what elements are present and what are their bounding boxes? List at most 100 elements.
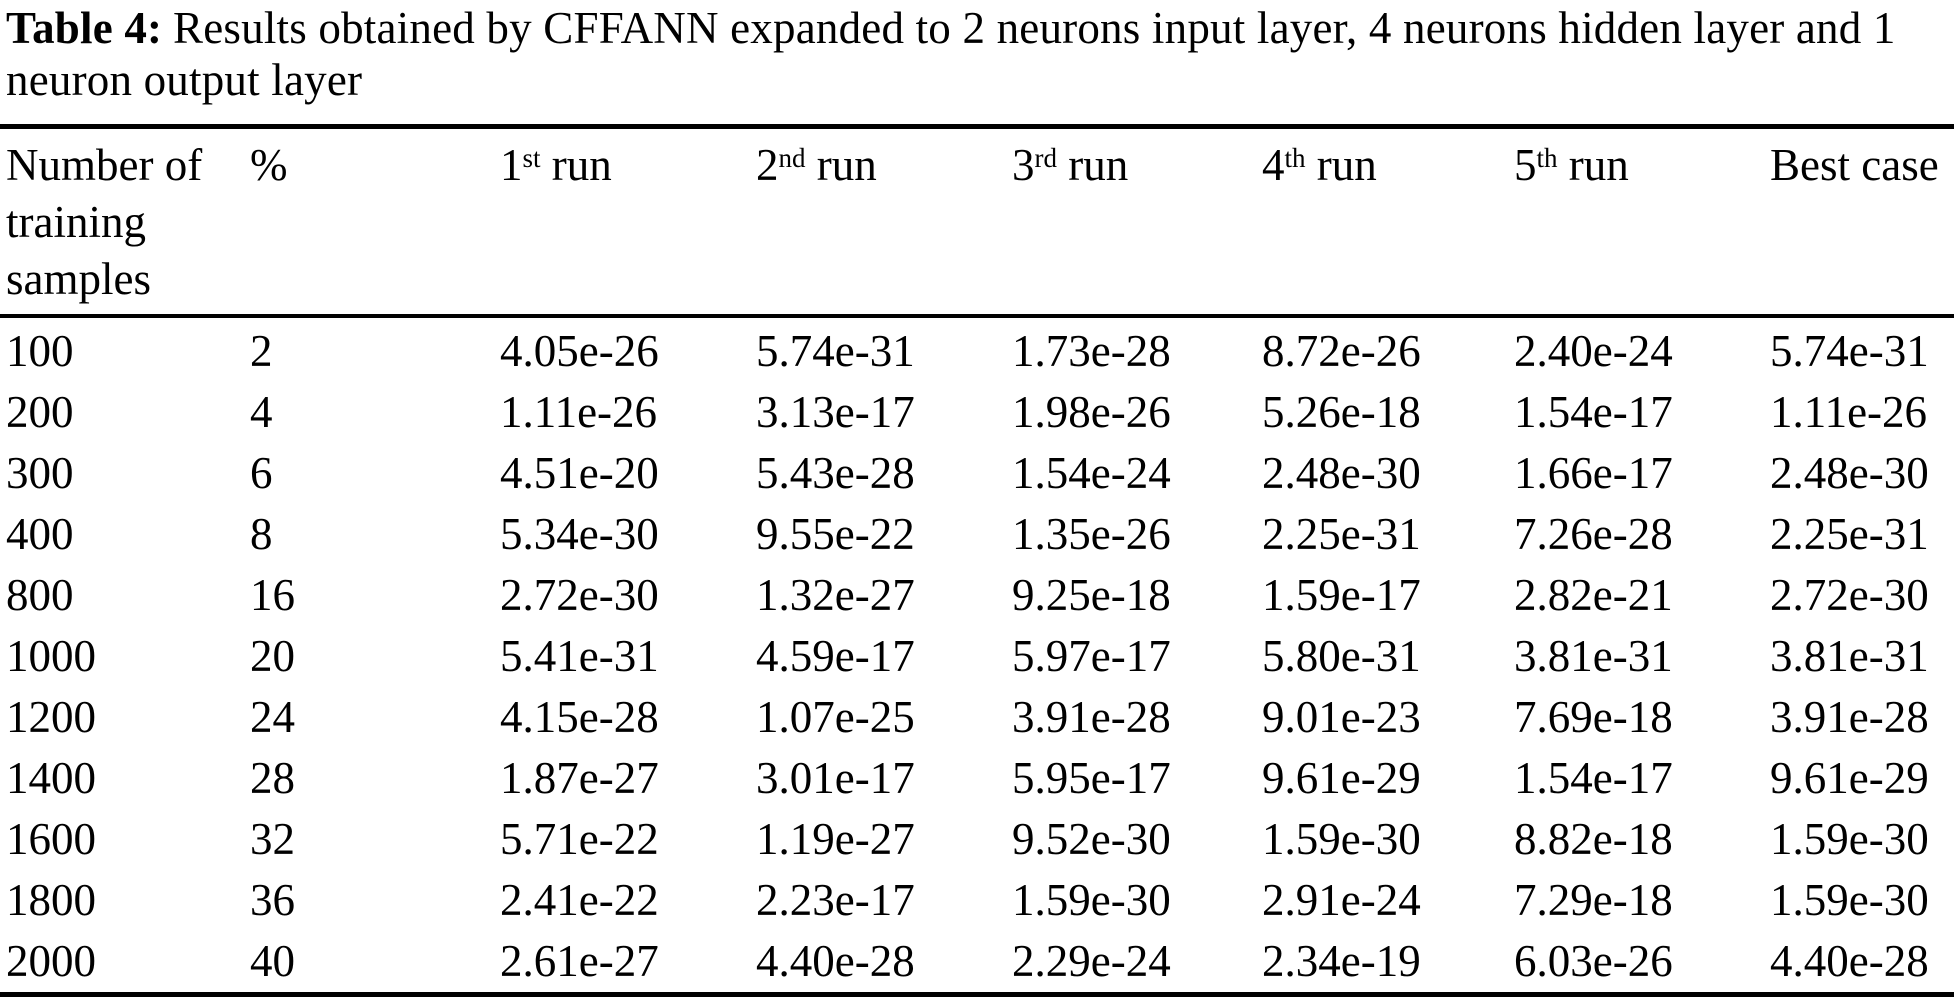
table-cell: 2.25e-31 (1770, 509, 1929, 559)
table-cell: 4.51e-20 (500, 448, 659, 498)
table-cell: 1.54e-17 (1514, 387, 1673, 437)
column-header: 2nd run (756, 126, 1012, 318)
table-cell: 16 (250, 570, 295, 620)
table-cell: 1.59e-30 (1262, 814, 1421, 864)
table-cell: 1800 (6, 875, 96, 925)
table-cell: 5.41e-31 (500, 631, 659, 681)
ordinal-superscript: nd (778, 143, 806, 174)
table-cell: 2.34e-19 (1262, 936, 1421, 986)
table-cell: 32 (250, 814, 295, 864)
column-header: 4th run (1262, 126, 1514, 318)
table-cell: 1.59e-30 (1012, 875, 1171, 925)
table-cell: 2 (250, 326, 273, 376)
table-cell: 4.15e-28 (500, 692, 659, 742)
table-cell: 36 (250, 875, 295, 925)
ordinal-superscript: th (1536, 143, 1558, 174)
table-cell: 7.69e-18 (1514, 692, 1673, 742)
table-cell: 7.26e-28 (1514, 509, 1673, 559)
table-row: 300 6 4.51e-20 5.43e-28 1.54e-24 2.48e-30 1.66… (0, 443, 1954, 504)
table-cell: 9.01e-23 (1262, 692, 1421, 742)
table-cell: 100 (6, 326, 74, 376)
table-cell: 1.11e-26 (1770, 387, 1928, 437)
table-cell: 4.59e-17 (756, 631, 915, 681)
table-row: 1800 36 2.41e-22 2.23e-17 1.59e-30 2.91e-24 7.… (0, 870, 1954, 931)
table-cell: 9.25e-18 (1012, 570, 1171, 620)
table-caption-label: Table 4: (6, 3, 163, 53)
table-cell: 5.26e-18 (1262, 387, 1421, 437)
table-cell: 3.01e-17 (756, 753, 915, 803)
table-cell: 5.43e-28 (756, 448, 915, 498)
table-cell: 3.81e-31 (1514, 631, 1673, 681)
table-row: 100 2 4.05e-26 5.74e-31 1.73e-28 8.72e-26 2.40… (0, 316, 1954, 382)
table-cell: 1.66e-17 (1514, 448, 1673, 498)
ordinal-superscript: rd (1034, 143, 1058, 174)
table-cell: 24 (250, 692, 295, 742)
table-cell: 2.48e-30 (1262, 448, 1421, 498)
table-cell: 9.52e-30 (1012, 814, 1171, 864)
ordinal-superscript: st (522, 143, 541, 174)
table-cell: 20 (250, 631, 295, 681)
table-row: 200 4 1.11e-26 3.13e-17 1.98e-26 5.26e-18 1.54… (0, 382, 1954, 443)
table-row: 1200 24 4.15e-28 1.07e-25 3.91e-28 9.01e-23 7.… (0, 687, 1954, 748)
table-cell: 2000 (6, 936, 96, 986)
table-cell: 2.82e-21 (1514, 570, 1673, 620)
table-cell: 6 (250, 448, 273, 498)
table-caption-text: Results obtained by CFFANN expanded to 2… (6, 3, 1896, 105)
table-cell: 9.61e-29 (1262, 753, 1421, 803)
table-cell: 1600 (6, 814, 96, 864)
table-cell: 3.81e-31 (1770, 631, 1929, 681)
table-cell: 1.59e-30 (1770, 814, 1929, 864)
table-cell: 3.13e-17 (756, 387, 915, 437)
table-cell: 800 (6, 570, 74, 620)
table-cell: 4.40e-28 (1770, 936, 1929, 986)
table-cell: 400 (6, 509, 74, 559)
table-cell: 8.82e-18 (1514, 814, 1673, 864)
table-cell: 1.11e-26 (500, 387, 658, 437)
table-cell: 2.91e-24 (1262, 875, 1421, 925)
table-cell: 1.32e-27 (756, 570, 915, 620)
ordinal-superscript: th (1284, 143, 1306, 174)
table-cell: 200 (6, 387, 74, 437)
table-cell: 1200 (6, 692, 96, 742)
table-cell: 5.34e-30 (500, 509, 659, 559)
table-cell: 5.80e-31 (1262, 631, 1421, 681)
column-header: 3rd run (1012, 126, 1262, 318)
table-cell: 1.19e-27 (756, 814, 915, 864)
column-header: 1st run (500, 126, 756, 318)
table-row: 1600 32 5.71e-22 1.19e-27 9.52e-30 1.59e-30 8.… (0, 809, 1954, 870)
table-cell: 2.61e-27 (500, 936, 659, 986)
results-table: Number of training samples% 1st run 2nd ru… (0, 124, 1954, 997)
table-cell: 4.05e-26 (500, 326, 659, 376)
header-row: Number of training samples% 1st run 2nd ru… (0, 126, 1954, 318)
table-cell: 8.72e-26 (1262, 326, 1421, 376)
table-cell: 1.98e-26 (1012, 387, 1171, 437)
table-cell: 6.03e-26 (1514, 936, 1673, 986)
table-cell: 2.25e-31 (1262, 509, 1421, 559)
table-cell: 28 (250, 753, 295, 803)
table-row: 400 8 5.34e-30 9.55e-22 1.35e-26 2.25e-31 7.26… (0, 504, 1954, 565)
table-cell: 1.73e-28 (1012, 326, 1171, 376)
table-cell: 9.61e-29 (1770, 753, 1929, 803)
table-cell: 2.29e-24 (1012, 936, 1171, 986)
table-row: 1400 28 1.87e-27 3.01e-17 5.95e-17 9.61e-29 1.… (0, 748, 1954, 809)
table-cell: 5.74e-31 (756, 326, 915, 376)
table-cell: 300 (6, 448, 74, 498)
table-cell: 5.97e-17 (1012, 631, 1171, 681)
column-header: Number of training samples (0, 126, 250, 318)
column-header: % (250, 126, 500, 318)
table-cell: 1.59e-30 (1770, 875, 1929, 925)
table-row: 2000 40 2.61e-27 4.40e-28 2.29e-24 2.34e-19 6.… (0, 931, 1954, 995)
table-cell: 2.41e-22 (500, 875, 659, 925)
table-cell: 5.74e-31 (1770, 326, 1929, 376)
table-cell: 3.91e-28 (1012, 692, 1171, 742)
table-cell: 5.95e-17 (1012, 753, 1171, 803)
table-cell: 40 (250, 936, 295, 986)
column-header: Best case (1770, 126, 1954, 318)
table-cell: 1.87e-27 (500, 753, 659, 803)
table-cell: 9.55e-22 (756, 509, 915, 559)
table-cell: 1000 (6, 631, 96, 681)
table-cell: 1.35e-26 (1012, 509, 1171, 559)
table-cell: 1.54e-17 (1514, 753, 1673, 803)
table-caption: Table 4: Results obtained by CFFANN expan… (0, 0, 1954, 106)
table-cell: 1.59e-17 (1262, 570, 1421, 620)
